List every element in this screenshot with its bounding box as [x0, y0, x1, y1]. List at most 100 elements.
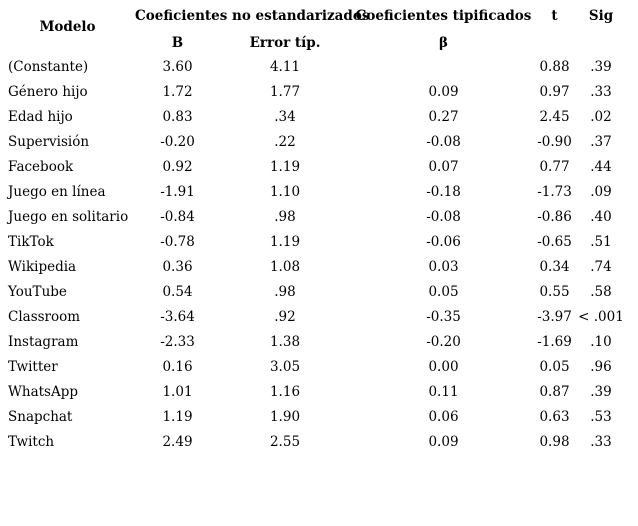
- cell-beta: 0.11: [428, 383, 459, 400]
- row-label: Juego en línea: [8, 183, 106, 200]
- row-label: Edad hijo: [8, 108, 73, 125]
- cell-error: .98: [274, 208, 296, 225]
- cell-beta: 0.09: [428, 433, 459, 450]
- cell-t: 0.87: [539, 383, 570, 400]
- cell-sig: .40: [590, 208, 612, 225]
- cell-b: 1.72: [162, 83, 193, 100]
- row-label: WhatsApp: [8, 383, 79, 400]
- table-row: Twitch 2.49 2.55 0.09 0.98 .33: [0, 429, 630, 454]
- cell-beta: 0.06: [428, 408, 459, 425]
- cell-beta: -0.08: [426, 133, 461, 150]
- cell-t: 0.55: [539, 283, 570, 300]
- cell-beta: [350, 54, 537, 79]
- cell-error: 1.77: [269, 83, 301, 100]
- cell-b: 1.01: [162, 383, 193, 400]
- cell-beta: 0.03: [428, 258, 459, 275]
- cell-t: 0.77: [539, 158, 570, 175]
- cell-sig: < .001: [578, 308, 624, 325]
- cell-b: 0.16: [162, 358, 193, 375]
- row-label: TikTok: [8, 233, 54, 250]
- cell-sig: .39: [590, 58, 612, 75]
- cell-sig: .09: [590, 183, 612, 200]
- table-row: WhatsApp 1.01 1.16 0.11 0.87 .39: [0, 379, 630, 404]
- cell-sig: .96: [590, 358, 612, 375]
- table-row: Supervisión -0.20 .22 -0.08 -0.90 .37: [0, 129, 630, 154]
- cell-beta: 0.07: [428, 158, 459, 175]
- cell-sig: .02: [590, 108, 612, 125]
- cell-t: 0.63: [539, 408, 570, 425]
- cell-sig: .74: [590, 258, 612, 275]
- cell-b: 0.36: [162, 258, 193, 275]
- cell-sig: .44: [590, 158, 612, 175]
- cell-sig: .37: [590, 133, 612, 150]
- cell-t: 2.45: [539, 108, 570, 125]
- cell-b: -0.78: [160, 233, 195, 250]
- cell-t: -3.97: [537, 308, 572, 325]
- table-row: TikTok -0.78 1.19 -0.06 -0.65 .51: [0, 229, 630, 254]
- cell-b: 0.83: [162, 108, 193, 125]
- table-row: Juego en línea -1.91 1.10 -0.18 -1.73 .09: [0, 179, 630, 204]
- cell-error: 1.38: [269, 333, 301, 350]
- cell-t: 0.34: [539, 258, 570, 275]
- header-beta: β: [439, 35, 448, 51]
- cell-t: 0.98: [539, 433, 570, 450]
- cell-sig: .33: [590, 433, 612, 450]
- cell-sig: .51: [590, 233, 612, 250]
- cell-beta: 0.05: [428, 283, 459, 300]
- cell-beta: -0.18: [426, 183, 461, 200]
- cell-b: -0.84: [160, 208, 195, 225]
- header-sig: Sig: [588, 8, 614, 24]
- table-header: Modelo Coeficientes no estandarizados Co…: [0, 0, 630, 54]
- row-label: Instagram: [8, 333, 79, 350]
- cell-error: 1.90: [269, 408, 301, 425]
- table-row: Snapchat 1.19 1.90 0.06 0.63 .53: [0, 404, 630, 429]
- header-error-tip: Error típ.: [249, 35, 321, 51]
- header-b: B: [171, 35, 184, 51]
- cell-sig: .33: [590, 83, 612, 100]
- table-row: Twitter 0.16 3.05 0.00 0.05 .96: [0, 354, 630, 379]
- cell-b: 2.49: [162, 433, 193, 450]
- cell-t: -0.90: [537, 133, 572, 150]
- cell-beta: -0.35: [426, 308, 461, 325]
- table-row: Classroom -3.64 .92 -0.35 -3.97 < .001: [0, 304, 630, 329]
- regression-coefficients-table: Modelo Coeficientes no estandarizados Co…: [0, 0, 630, 454]
- cell-b: -1.91: [160, 183, 195, 200]
- cell-b: -0.20: [160, 133, 195, 150]
- cell-error: 2.55: [269, 433, 301, 450]
- row-label: Género hijo: [8, 83, 88, 100]
- header-group-standardized-coefficients: Coeficientes tipificados: [355, 8, 532, 24]
- cell-t: 0.97: [539, 83, 570, 100]
- row-label: Facebook: [8, 158, 74, 175]
- cell-beta: -0.20: [426, 333, 461, 350]
- row-label: Snapchat: [8, 408, 73, 425]
- row-label: Supervisión: [8, 133, 90, 150]
- cell-sig: .53: [590, 408, 612, 425]
- table-row: Instagram -2.33 1.38 -0.20 -1.69 .10: [0, 329, 630, 354]
- cell-beta: 0.00: [428, 358, 459, 375]
- cell-error: .22: [274, 133, 296, 150]
- cell-b: -3.64: [160, 308, 195, 325]
- cell-beta: -0.08: [426, 208, 461, 225]
- table-row: Género hijo 1.72 1.77 0.09 0.97 .33: [0, 79, 630, 104]
- cell-beta: 0.27: [428, 108, 459, 125]
- cell-beta: -0.06: [426, 233, 461, 250]
- header-row-groups: Modelo Coeficientes no estandarizados Co…: [0, 0, 630, 35]
- cell-error: .92: [274, 308, 296, 325]
- table-row: (Constante) 3.60 4.11 0.88 .39: [0, 54, 630, 79]
- table-row: Edad hijo 0.83 .34 0.27 2.45 .02: [0, 104, 630, 129]
- cell-sig: .58: [590, 283, 612, 300]
- row-label: Classroom: [8, 308, 81, 325]
- cell-b: -2.33: [160, 333, 195, 350]
- cell-b: 3.60: [162, 58, 193, 75]
- cell-error: 1.10: [269, 183, 301, 200]
- cell-sig: .39: [590, 383, 612, 400]
- header-group-unstandardized-coefficients: Coeficientes no estandarizados: [135, 8, 370, 24]
- row-label: Wikipedia: [8, 258, 77, 275]
- cell-error: 1.16: [269, 383, 301, 400]
- cell-t: -1.73: [537, 183, 572, 200]
- table-row: Wikipedia 0.36 1.08 0.03 0.34 .74: [0, 254, 630, 279]
- cell-t: 0.88: [539, 58, 570, 75]
- cell-error: 1.08: [269, 258, 301, 275]
- header-row-subcolumns: B Error típ. β: [0, 32, 630, 54]
